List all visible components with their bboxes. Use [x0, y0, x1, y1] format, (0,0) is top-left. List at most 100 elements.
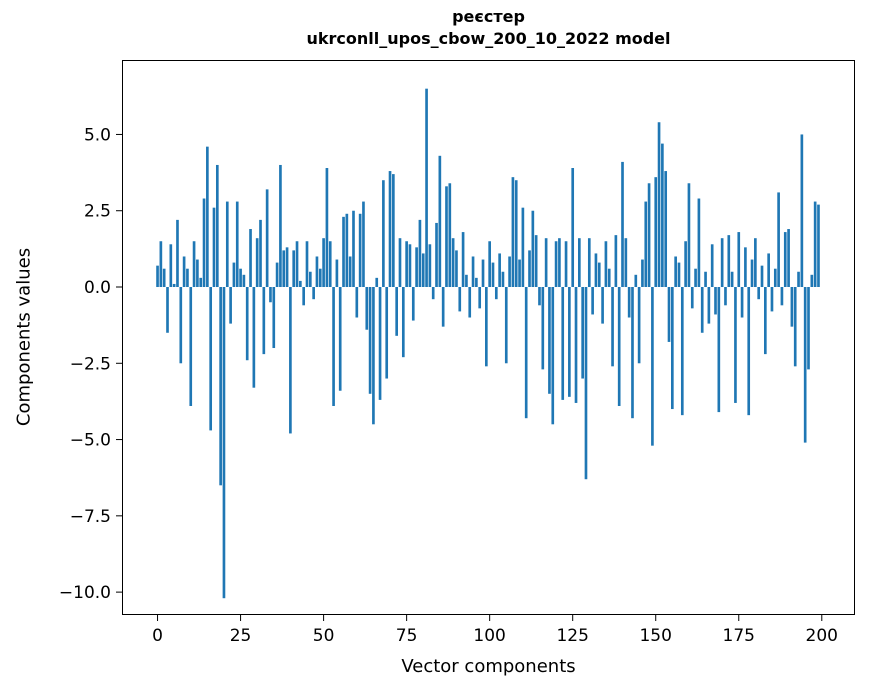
bar: [332, 287, 335, 406]
bar: [817, 204, 820, 287]
bar: [793, 287, 797, 367]
x-tick-label: 100: [473, 626, 505, 646]
bar: [674, 256, 677, 287]
bar: [461, 232, 465, 287]
bar: [471, 256, 475, 287]
y-tick-label: −10.0: [59, 583, 111, 603]
bar: [279, 164, 282, 288]
chart-title-line1: реєстер: [452, 7, 525, 26]
bar: [584, 287, 588, 480]
x-tick-label: 0: [152, 626, 163, 646]
bar: [541, 287, 545, 370]
bar: [783, 232, 787, 287]
bar: [405, 241, 408, 288]
x-tick-label: 175: [723, 626, 755, 646]
bar: [488, 241, 491, 288]
bar: [166, 287, 169, 333]
bar: [671, 287, 674, 410]
bar: [315, 256, 319, 287]
bar: [494, 287, 498, 300]
bar: [531, 210, 535, 288]
bar: [621, 161, 624, 288]
bar: [451, 238, 455, 288]
bar: [661, 143, 664, 287]
bar: [534, 235, 538, 287]
bar: [156, 265, 159, 288]
bar: [591, 287, 594, 315]
bar: [348, 256, 352, 287]
bar: [707, 287, 711, 324]
bar: [561, 287, 565, 400]
bar: [388, 171, 392, 287]
bar: [624, 238, 628, 288]
bar: [800, 134, 804, 288]
bar: [362, 201, 365, 287]
chart-title: реєстер ukrconll_upos_cbow_200_10_2022 m…: [122, 6, 855, 50]
bar: [501, 271, 505, 288]
bar: [514, 180, 518, 287]
bar: [392, 174, 395, 287]
bar: [548, 287, 551, 394]
bar: [724, 287, 727, 306]
bar: [338, 287, 342, 391]
bar: [335, 259, 339, 287]
bar: [408, 244, 412, 288]
bar: [538, 287, 541, 306]
bar: [551, 287, 555, 425]
bar: [528, 250, 531, 287]
plot-border: [122, 60, 855, 615]
bar: [631, 287, 634, 419]
y-tick-label: −2.5: [70, 354, 111, 374]
bar: [594, 253, 598, 287]
bar: [780, 287, 784, 306]
bar: [179, 287, 183, 364]
bar: [690, 287, 694, 309]
bar: [568, 287, 571, 397]
bar: [634, 274, 638, 287]
bar: [544, 238, 548, 288]
bar: [787, 229, 790, 287]
bar: [411, 287, 415, 321]
bar: [654, 177, 658, 287]
bar: [627, 287, 631, 318]
bar: [328, 241, 332, 288]
bar: [604, 241, 608, 288]
bar: [524, 287, 528, 419]
bar: [810, 274, 814, 287]
bar: [355, 287, 359, 318]
bar: [813, 201, 817, 287]
bar: [614, 235, 618, 287]
bar: [803, 287, 807, 443]
bar: [587, 238, 591, 288]
bar: [770, 287, 774, 312]
bar: [458, 287, 462, 312]
bar: [521, 207, 525, 287]
bar: [694, 268, 697, 288]
y-axis-label: Components values: [13, 247, 35, 427]
bar: [647, 183, 651, 288]
bar: [308, 271, 312, 288]
bar: [465, 274, 468, 287]
bar: [196, 259, 199, 287]
bar: [581, 287, 584, 379]
bar: [611, 287, 614, 367]
bar: [574, 287, 578, 403]
bar: [448, 183, 452, 288]
bar: [222, 287, 226, 599]
bar: [754, 238, 757, 288]
bar: [401, 287, 405, 358]
bar: [345, 213, 349, 288]
bar: [644, 201, 648, 287]
bar: [747, 287, 751, 416]
bar: [518, 259, 521, 287]
bar: [209, 287, 213, 431]
bar: [727, 235, 731, 287]
y-tick-label: 5.0: [84, 125, 111, 145]
y-tick-label: −5.0: [70, 431, 111, 451]
x-tick-label: 25: [230, 626, 252, 646]
bar: [710, 244, 714, 288]
bar: [435, 222, 438, 287]
bar: [757, 287, 761, 300]
bar: [159, 241, 163, 288]
bar: [239, 268, 242, 288]
